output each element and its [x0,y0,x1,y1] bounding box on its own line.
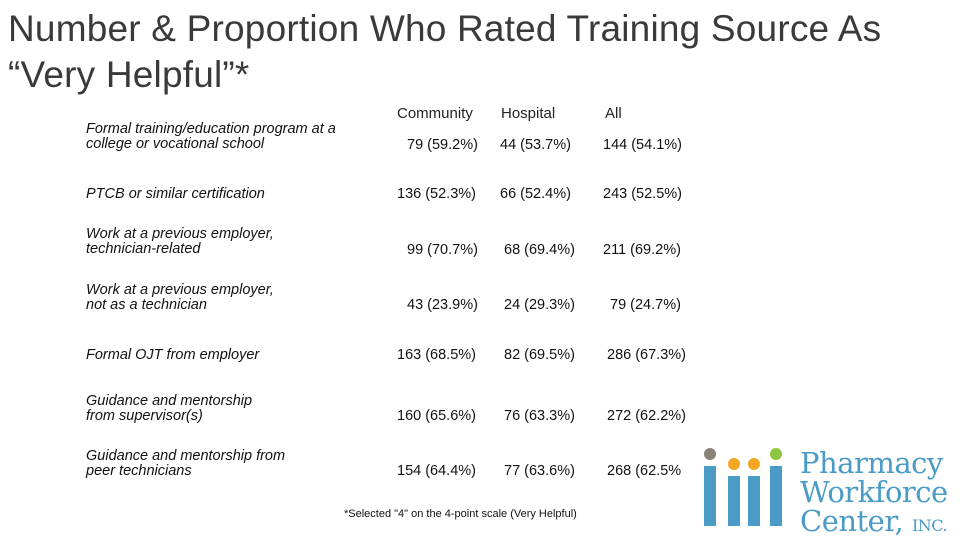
logo-text-workforce: Workforce [800,475,948,509]
cell-community: 163 (68.5%) [397,347,476,363]
logo-dot-gray [704,448,716,460]
cell-all: 272 (62.2%) [607,408,686,424]
cell-community: 154 (64.4%) [397,463,476,479]
row-label-line: Work at a previous employer, [86,282,274,298]
row-label-line: Guidance and mentorship from [86,448,286,464]
row-label-line: Work at a previous employer, [86,226,274,242]
cell-hospital: 24 (29.3%) [504,297,575,313]
logo-dot-green [770,448,782,460]
cell-all: 79 (24.7%) [610,297,681,313]
logo-mark-icon [704,448,782,526]
row-label-line: technician-related [86,241,201,257]
cell-hospital: 68 (69.4%) [504,242,575,258]
logo-bar [748,476,760,526]
logo-dot-orange [728,458,740,470]
cell-hospital: 76 (63.3%) [504,408,575,424]
cell-hospital: 82 (69.5%) [504,347,575,363]
logo-bar [704,466,716,526]
row-label-line: college or vocational school [86,136,265,152]
row-label: Guidance and mentorship from supervisor(… [86,394,252,424]
cell-all: 211 (69.2%) [603,242,681,258]
logo-text-center-word: Center, [800,504,904,538]
row-label-line: not as a technician [86,297,207,313]
cell-community: 136 (52.3%) [397,186,476,202]
row-label: Guidance and mentorship from peer techni… [86,449,285,479]
row-label: Formal training/education program at a c… [86,122,336,152]
row-label-line: Formal training/education program at a [86,121,336,137]
logo-dot-orange [748,458,760,470]
logo-bar [728,476,740,526]
row-label: Work at a previous employer, technician-… [86,227,274,257]
column-header-all: All [605,105,622,122]
column-header-community: Community [397,105,473,122]
cell-all: 144 (54.1%) [603,137,682,153]
logo-bar [770,466,782,526]
logo-text-inc: INC. [911,516,948,535]
footnote: *Selected "4" on the 4-point scale (Very… [344,508,577,520]
page-title: Number & Proportion Who Rated Training S… [8,8,882,95]
cell-hospital: 44 (53.7%) [500,137,571,153]
row-label-line: Formal OJT from employer [86,347,260,363]
row-label: Work at a previous employer, not as a te… [86,283,274,313]
logo-text-pharmacy: Pharmacy [800,446,943,480]
cell-community: 43 (23.9%) [407,297,478,313]
cell-community: 79 (59.2%) [407,137,478,153]
column-header-hospital: Hospital [501,105,556,122]
cell-community: 160 (65.6%) [397,408,476,424]
cell-all: 286 (67.3%) [607,347,686,363]
row-label-line: peer technicians [86,463,192,479]
cell-hospital: 77 (63.6%) [504,463,575,479]
logo-text-center: Center, INC. [800,504,948,541]
row-label: Formal OJT from employer [86,348,259,363]
row-label-line: Guidance and mentorship [86,393,253,409]
row-label: PTCB or similar certification [86,187,265,202]
cell-all: 268 (62.5% [607,463,682,479]
cell-hospital: 66 (52.4%) [500,186,571,202]
row-label-line: PTCB or similar certification [86,186,265,202]
cell-all: 243 (52.5%) [603,186,682,202]
cell-community: 99 (70.7%) [407,242,478,258]
row-label-line: from supervisor(s) [86,408,203,424]
